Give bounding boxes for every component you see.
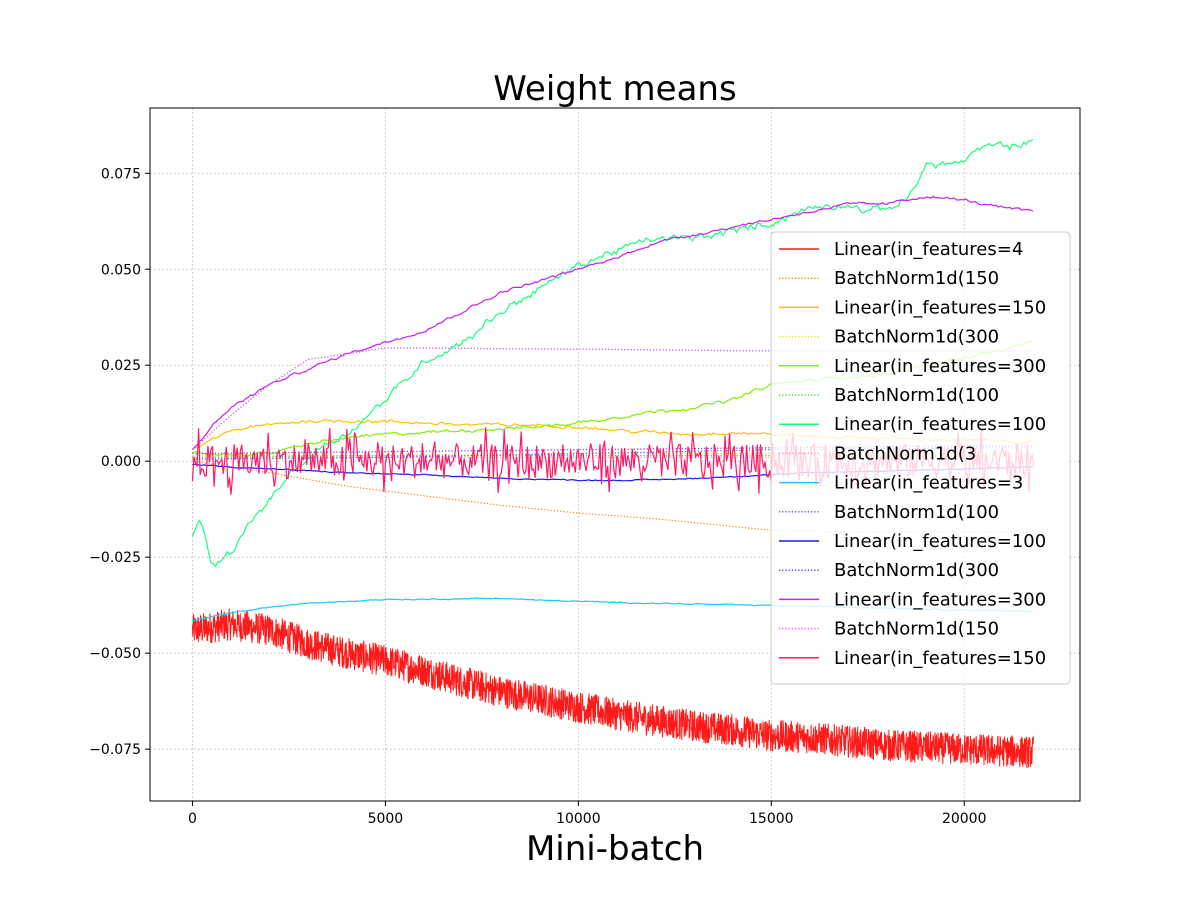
chart-title: Weight means <box>493 69 736 109</box>
y-tick-label: 0.025 <box>101 358 141 374</box>
tick-layer: 0 5000 10000 15000 20000 −0.075 −0.050 −0.025 0.… <box>89 166 986 827</box>
x-tick-label: 5000 <box>368 811 404 827</box>
legend-entry-label: Linear(in_features=3 <box>834 473 1023 494</box>
y-tick-label: −0.075 <box>89 742 141 758</box>
series-line-7 <box>191 138 1034 568</box>
y-tick-label: 0.075 <box>101 166 141 182</box>
legend-entry-label: BatchNorm1d(100 <box>834 385 999 406</box>
legend-entry-label: BatchNorm1d(300 <box>834 560 999 581</box>
legend: Linear(in_features=4 BatchNorm1d(150 Linea… <box>770 231 1071 685</box>
x-tick-label: 10000 <box>556 811 601 827</box>
y-tick-label: −0.050 <box>89 646 141 662</box>
legend-entry-label: Linear(in_features=4 <box>834 239 1023 260</box>
legend-entry-label: BatchNorm1d(100 <box>834 502 999 523</box>
y-tick-label: 0.000 <box>101 454 141 470</box>
legend-entry-label: Linear(in_features=300 <box>834 356 1046 377</box>
series-line-13 <box>191 195 1034 451</box>
legend-box <box>770 231 1071 685</box>
x-tick-label: 20000 <box>942 811 987 827</box>
legend-entry-label: Linear(in_features=100 <box>834 531 1046 552</box>
legend-entry-label: Linear(in_features=300 <box>834 589 1046 610</box>
legend-entry-label: BatchNorm1d(150 <box>834 619 999 640</box>
y-tick-label: 0.050 <box>101 262 141 278</box>
x-tick-label: 15000 <box>749 811 794 827</box>
legend-entry-label: Linear(in_features=150 <box>834 297 1046 318</box>
legend-entry-label: Linear(in_features=100 <box>834 414 1046 435</box>
grid-layer <box>150 108 1080 801</box>
series-line-1 <box>191 608 1035 769</box>
legend-entry-label: Linear(in_features=150 <box>834 648 1046 669</box>
y-tick-label: −0.025 <box>89 550 141 566</box>
legend-entry-label: BatchNorm1d(150 <box>834 268 999 289</box>
legend-entry-label: BatchNorm1d(300 <box>834 327 999 348</box>
x-tick-label: 0 <box>188 811 197 827</box>
plot-area-frame <box>149 107 1081 802</box>
legend-entry-label: BatchNorm1d(3 <box>834 443 976 464</box>
x-axis-label: Mini-batch <box>526 829 704 869</box>
